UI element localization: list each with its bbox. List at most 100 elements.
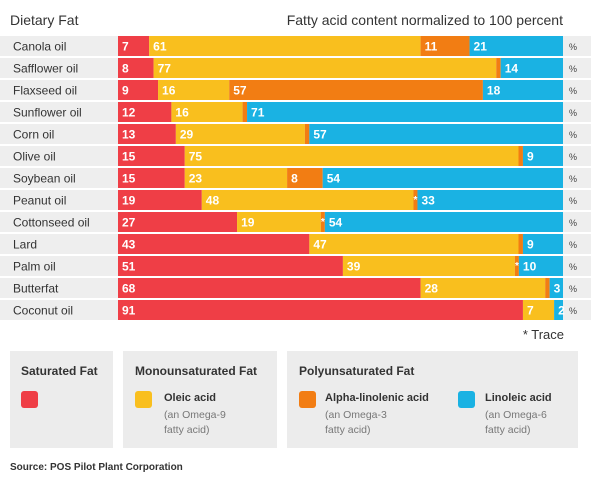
bar-segment: [153, 58, 497, 78]
percent-symbol: %: [569, 86, 577, 96]
bar-segment: [118, 234, 310, 254]
bar-segment: [554, 300, 563, 320]
bar-value-label: 9: [122, 84, 129, 98]
bar-value-label: 12: [122, 106, 136, 120]
bar-segment: [118, 102, 172, 122]
percent-symbol: %: [569, 152, 577, 162]
bar-value-label: 54: [329, 216, 343, 230]
percent-symbol: %: [569, 306, 577, 316]
bar-segment: [322, 168, 563, 188]
bar-value-label: 9: [527, 150, 534, 164]
bar-segment: [514, 256, 519, 276]
alpha-linolenic-label: Alpha-linolenic acid: [325, 392, 429, 404]
bar-segment: [482, 80, 563, 100]
bar-value-label: 11: [425, 40, 438, 54]
bar-segment: [118, 58, 154, 78]
percent-symbol: %: [569, 130, 577, 140]
legend-saturated-panel: Saturated Fat: [10, 351, 113, 448]
legend-mono-panel: Monounsaturated Fat Oleic acid (an Omega…: [123, 351, 277, 448]
bar-value-label: 10: [523, 260, 537, 274]
percent-symbol: %: [569, 42, 577, 52]
oleic-swatch: [135, 391, 152, 408]
stacked-bar-chart: Canola oil 7 61 11 21% Safflower oil 8 7 71 14% Fl…: [0, 36, 591, 320]
percent-symbol: %: [569, 240, 577, 250]
bar-segment: [413, 190, 418, 210]
bar-value-label: 13: [122, 128, 136, 142]
category-label: Safflower oil: [13, 62, 78, 76]
bar-segment: [545, 278, 550, 298]
category-label: Olive oil: [13, 150, 56, 164]
bar-segment: [287, 168, 323, 188]
category-label: Corn oil: [13, 128, 54, 142]
bar-value-label: 68: [122, 282, 136, 296]
oleic-sub2: fatty acid): [164, 424, 210, 436]
bar-value-label: 54: [327, 172, 341, 186]
bar-value-label: 57: [233, 84, 247, 98]
bar-segment: [522, 300, 555, 320]
bar-value-label: 39: [347, 260, 361, 274]
bar-segment: [149, 36, 421, 56]
bar-segment: [469, 36, 563, 56]
trace-note: * Trace: [522, 327, 564, 342]
source-note: Source: POS Pilot Plant Corporation: [10, 462, 183, 473]
linoleic-sub2: fatty acid): [485, 424, 531, 436]
bar-value-label: 29: [180, 128, 194, 142]
legend-poly-title: Polyunsaturated Fat: [299, 364, 415, 378]
bar-value-label: 3: [554, 282, 561, 296]
bar-segment: [320, 212, 325, 232]
bar-segment: [118, 190, 202, 210]
category-label: Sunflower oil: [13, 106, 82, 120]
bar-value-label: 71: [251, 106, 265, 120]
bar-value-label: 8: [122, 62, 129, 76]
percent-symbol: %: [569, 174, 577, 184]
linoleic-swatch: [458, 391, 475, 408]
bar-value-label: *: [321, 217, 325, 228]
bar-value-label: 18: [487, 84, 501, 98]
bar-value-label: 61: [153, 40, 167, 54]
category-label: Soybean oil: [13, 172, 76, 186]
bar-value-label: 15: [122, 172, 136, 186]
oleic-sub1: (an Omega-9: [164, 409, 226, 421]
bar-value-label: 19: [241, 216, 255, 230]
bar-value-label: 7: [527, 304, 534, 318]
bar-value-label: 16: [162, 84, 176, 98]
bar-segment: [242, 102, 248, 122]
bar-segment: [229, 80, 483, 100]
bar-segment: [309, 124, 563, 144]
bar-segment: [118, 124, 176, 144]
percent-symbol: %: [569, 64, 577, 74]
alpha-linolenic-sub2: fatty acid): [325, 424, 371, 436]
bar-value-label: 9: [527, 238, 534, 252]
category-label: Peanut oil: [13, 194, 66, 208]
bar-value-label: 2: [558, 304, 565, 318]
percent-symbol: %: [569, 108, 577, 118]
bar-segment: [420, 278, 546, 298]
bar-segment: [549, 278, 563, 298]
bar-segment: [247, 102, 564, 122]
percent-symbol: %: [569, 284, 577, 294]
bar-segment: [342, 256, 515, 276]
bar-segment: [158, 80, 230, 100]
bar-segment: [118, 278, 421, 298]
linoleic-label: Linoleic acid: [485, 392, 552, 404]
bar-segment: [237, 212, 321, 232]
saturated-swatch: [21, 391, 38, 408]
bar-value-label: 48: [206, 194, 220, 208]
bar-segment: [500, 58, 563, 78]
bar-value-label: 19: [122, 194, 136, 208]
legend-mono-title: Monounsaturated Fat: [135, 364, 257, 378]
legend-poly-panel: Polyunsaturated Fat Alpha-linolenic acid…: [287, 351, 578, 448]
bar-value-label: 7: [122, 40, 129, 54]
bar-segment: [518, 234, 523, 254]
bar-segment: [118, 212, 238, 232]
category-label: Lard: [13, 238, 37, 252]
bar-segment: [184, 146, 519, 166]
category-label: Flaxseed oil: [13, 84, 77, 98]
category-label: Canola oil: [13, 40, 66, 54]
dietary-fat-header: Dietary Fat: [10, 12, 79, 28]
category-label: Palm oil: [13, 260, 56, 274]
oleic-label: Oleic acid: [164, 392, 216, 404]
bar-value-label: 21: [474, 40, 488, 54]
alpha-linolenic-sub1: (an Omega-3: [325, 409, 387, 421]
bar-value-label: 8: [291, 172, 298, 186]
